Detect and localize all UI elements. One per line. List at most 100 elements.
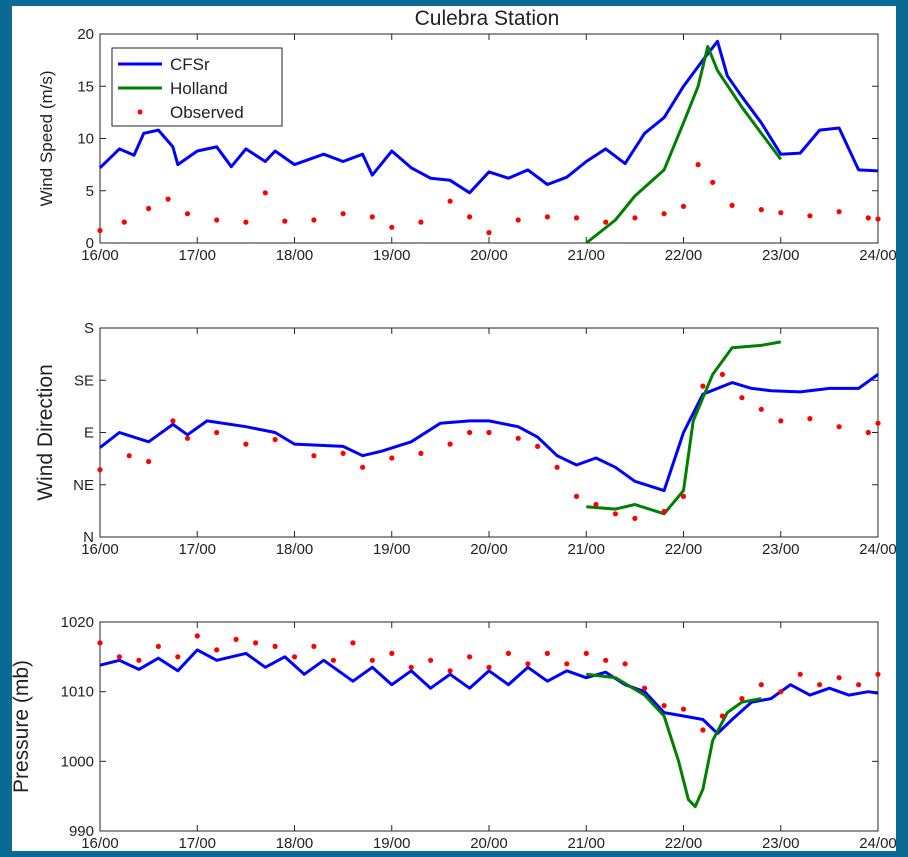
series-group-3 [97, 633, 881, 809]
observed-point [515, 217, 521, 223]
observed-point [467, 214, 473, 220]
y-axis-label-3: Pressure (mb) [12, 660, 33, 793]
x-tick-label: 17/00 [178, 247, 216, 264]
axes-3: 16/00 17/00 18/00 19/00 20/00 21/00 22/00 23/00… [10, 614, 897, 852]
observed-point [428, 657, 434, 663]
observed-point [126, 453, 132, 459]
observed-point [330, 657, 336, 663]
legend-label-cfsr: CFSr [170, 55, 210, 74]
x-tick-label: 18/00 [276, 247, 314, 264]
observed-point [515, 435, 521, 441]
observed-point [447, 198, 453, 204]
chart-title: Culebra Station [415, 7, 560, 30]
x-tick-label: 21/00 [567, 247, 605, 264]
observed-point [739, 696, 745, 702]
observed-point [680, 493, 687, 499]
observed-point [350, 640, 356, 646]
x-tick-label: 22/00 [665, 835, 703, 851]
observed-point [632, 215, 638, 221]
x-tick-label: 24/00 [859, 541, 896, 558]
observed-point [291, 654, 298, 660]
axes-1: 16/00 17/00 18/00 19/00 20/00 21/00 22/00 23/00… [37, 26, 897, 264]
x-tick-label: 16/00 [81, 541, 119, 558]
x-tick-label: 20/00 [470, 247, 508, 264]
observed-point [243, 441, 249, 447]
observed-point [865, 215, 871, 221]
observed-point [875, 216, 881, 222]
y-axis-label-1: Wind Speed (m/s) [37, 70, 56, 206]
observed-point [719, 713, 726, 719]
observed-point [807, 213, 813, 219]
observed-point [836, 675, 842, 681]
series-line-holland-3 [586, 672, 762, 809]
observed-point [447, 668, 453, 674]
observed-point [214, 217, 220, 223]
observed-point [603, 657, 609, 663]
observed-point [719, 371, 726, 377]
observed-point [865, 429, 871, 436]
observed-point [680, 706, 687, 712]
x-tick-label: 17/00 [178, 541, 216, 558]
observed-point [661, 508, 667, 515]
y-tick-label: 20 [77, 26, 94, 43]
legend: CFSr Holland Observed [111, 47, 283, 127]
observed-point [632, 515, 638, 521]
observed-point [700, 383, 706, 389]
observed-point [121, 219, 127, 225]
x-tick-label: 20/00 [470, 541, 508, 558]
observed-point [233, 636, 239, 643]
observed-point [583, 650, 589, 657]
observed-point [136, 657, 142, 663]
observed-point [146, 458, 152, 465]
observed-point [97, 227, 103, 234]
series-line-holland-2 [586, 340, 782, 516]
x-tick-label: 23/00 [762, 541, 800, 558]
observed-point [739, 395, 745, 401]
observed-point [175, 654, 181, 660]
observed-point [408, 664, 414, 670]
observed-point [710, 179, 716, 185]
observed-point [486, 664, 492, 670]
y-tick-label: 15 [77, 78, 94, 95]
series-group-1 [97, 39, 881, 245]
series-layer [97, 39, 881, 809]
observed-point [243, 219, 249, 225]
x-tick-label: 18/00 [276, 835, 314, 851]
observed-point [758, 406, 764, 412]
x-tick-label: 19/00 [373, 541, 411, 558]
x-tick-label: 19/00 [373, 247, 411, 264]
x-tick-label: 23/00 [762, 835, 800, 851]
x-tick-label: 21/00 [567, 541, 605, 558]
x-tick-label: 20/00 [470, 835, 508, 851]
observed-point [467, 429, 473, 436]
observed-point [214, 647, 220, 653]
observed-point [875, 420, 881, 426]
x-tick-label: 22/00 [665, 247, 703, 264]
y-tick-label: E [84, 425, 94, 442]
observed-point [729, 202, 735, 208]
observed-point [311, 217, 317, 223]
observed-point [680, 203, 687, 209]
observed-point [418, 450, 424, 456]
observed-point [778, 210, 784, 216]
series-line-cfsr-3 [99, 648, 879, 735]
y-tick-label: 990 [69, 823, 94, 840]
observed-point [389, 455, 395, 461]
x-tick-label: 16/00 [81, 247, 119, 264]
observed-point [758, 207, 764, 213]
observed-point [155, 643, 161, 650]
observed-point [486, 230, 492, 236]
observed-point [467, 654, 473, 660]
observed-point [165, 196, 171, 202]
observed-point [340, 211, 346, 217]
series-line-holland-1 [585, 45, 783, 245]
observed-point [311, 453, 317, 459]
observed-point [369, 214, 375, 220]
observed-point [544, 650, 551, 657]
observed-point [603, 219, 609, 225]
x-tick-label: 18/00 [276, 541, 314, 558]
x-tick-label: 23/00 [762, 247, 800, 264]
observed-point [661, 211, 667, 217]
observed-point [661, 703, 667, 709]
